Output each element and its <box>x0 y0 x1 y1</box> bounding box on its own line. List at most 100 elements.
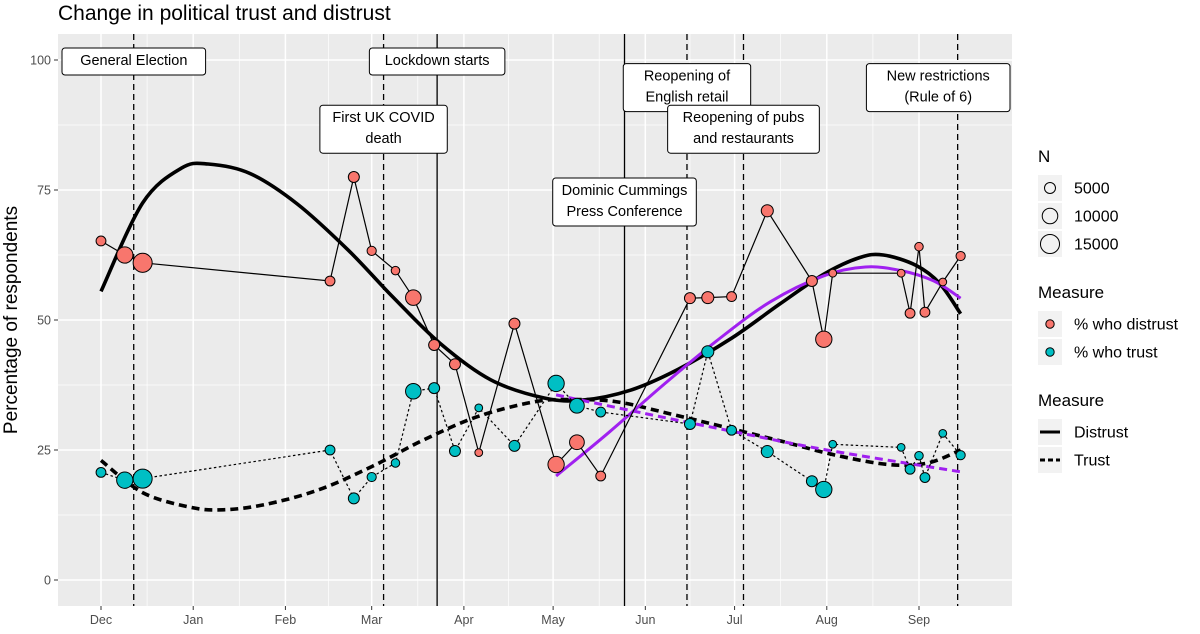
x-tick-label: Feb <box>275 613 297 627</box>
legend-layer: N 5000 10000 15000 Measure % who distrust % wh… <box>1038 147 1179 473</box>
data-point <box>683 292 696 305</box>
y-tick-label: 50 <box>37 314 51 328</box>
legend-entry-label: Distrust <box>1074 425 1129 442</box>
data-point <box>405 289 422 306</box>
series-lines-layer <box>100 176 962 500</box>
event-label-box <box>667 104 820 154</box>
x-tick-label: Aug <box>816 613 838 627</box>
event-label-box <box>552 177 697 227</box>
data-point <box>474 403 484 413</box>
legend-title: N <box>1038 147 1050 166</box>
event-label-text: Reopening of <box>644 69 731 85</box>
axes-layer: 0 25 50 75 100 Dec Jan Feb Mar Apr May Jun Jul Aug Sep <box>30 54 930 628</box>
data-point <box>595 406 607 418</box>
x-tick-label: Mar <box>361 613 383 627</box>
data-point <box>116 246 134 264</box>
data-point <box>701 345 715 359</box>
event-label-text: and restaurants <box>693 131 794 147</box>
data-point <box>95 466 107 478</box>
data-point <box>595 470 607 482</box>
event-label-text: English retail <box>645 90 728 106</box>
smooth-curve <box>99 397 962 512</box>
legend-size-key <box>1044 182 1056 194</box>
data-point <box>569 434 585 451</box>
legend-color-key <box>1045 347 1055 357</box>
data-point <box>919 306 931 318</box>
data-point <box>324 275 336 287</box>
data-point <box>547 455 565 474</box>
legend-entry-label: 15000 <box>1074 237 1119 254</box>
legend-key-bg <box>1038 203 1062 229</box>
y-tick-label: 25 <box>37 444 51 458</box>
event-label-text: General Election <box>80 53 187 69</box>
x-tick-label: Sep <box>908 613 930 627</box>
event-label-box <box>319 104 448 154</box>
y-axis-title: Percentage of respondents <box>1 206 22 434</box>
data-point <box>508 317 521 330</box>
legend-title: Measure <box>1038 283 1104 302</box>
data-point <box>428 382 441 395</box>
data-point <box>701 291 715 305</box>
y-tick-label: 0 <box>44 574 51 588</box>
legend-key-bg <box>1038 175 1062 201</box>
data-point <box>914 241 924 252</box>
data-point <box>448 358 461 371</box>
event-label-text: First UK COVID <box>332 110 434 126</box>
data-point <box>938 428 948 438</box>
data-point <box>683 418 696 430</box>
chart-title: Change in political trust and distrust <box>58 2 391 25</box>
data-point <box>828 439 838 449</box>
data-point <box>132 252 153 273</box>
data-point <box>760 204 774 218</box>
data-point <box>919 472 931 483</box>
data-point <box>347 492 360 505</box>
data-point <box>896 268 906 278</box>
data-point <box>904 463 916 475</box>
event-label-text: Press Conference <box>566 204 682 220</box>
data-point <box>474 448 484 457</box>
data-point <box>828 268 838 278</box>
data-point <box>896 443 906 452</box>
data-point <box>347 171 360 183</box>
event-label-box <box>865 63 1011 113</box>
event-label-text: Dominic Cummings <box>562 183 688 199</box>
data-point <box>815 330 833 348</box>
legend-size-key <box>1041 207 1059 225</box>
data-point <box>547 374 565 393</box>
series-line <box>100 349 962 500</box>
legend-size-key <box>1039 233 1061 255</box>
y-tick-label: 75 <box>37 184 51 198</box>
data-point <box>428 338 441 351</box>
legend-entry-label: 10000 <box>1074 209 1119 226</box>
data-point <box>726 424 738 436</box>
legend-color-key <box>1045 319 1055 329</box>
data-point <box>938 277 948 287</box>
x-tick-label: Jul <box>727 613 743 627</box>
data-point <box>405 382 422 400</box>
points-layer <box>95 171 966 505</box>
event-label-text: (Rule of 6) <box>904 90 972 106</box>
data-point <box>955 450 966 461</box>
x-tick-label: Jun <box>635 613 655 627</box>
data-point <box>324 444 336 456</box>
series-line <box>100 176 962 478</box>
event-label-box <box>61 47 207 76</box>
y-tick-label: 100 <box>30 54 51 68</box>
legend-key-bg <box>1038 231 1062 257</box>
data-point <box>390 458 401 468</box>
event-label-text: Lockdown starts <box>385 53 490 69</box>
data-point <box>448 445 461 458</box>
data-point <box>914 450 924 461</box>
data-point <box>366 245 377 256</box>
x-tick-label: May <box>541 613 565 627</box>
data-point <box>815 480 833 499</box>
event-label-box <box>368 47 506 76</box>
x-tick-label: Dec <box>90 613 112 627</box>
x-tick-label: Jan <box>183 613 203 627</box>
legend-entry-label: 5000 <box>1074 181 1110 198</box>
data-point <box>508 439 521 452</box>
data-point <box>132 468 153 489</box>
event-label-text: Reopening of pubs <box>683 110 805 126</box>
